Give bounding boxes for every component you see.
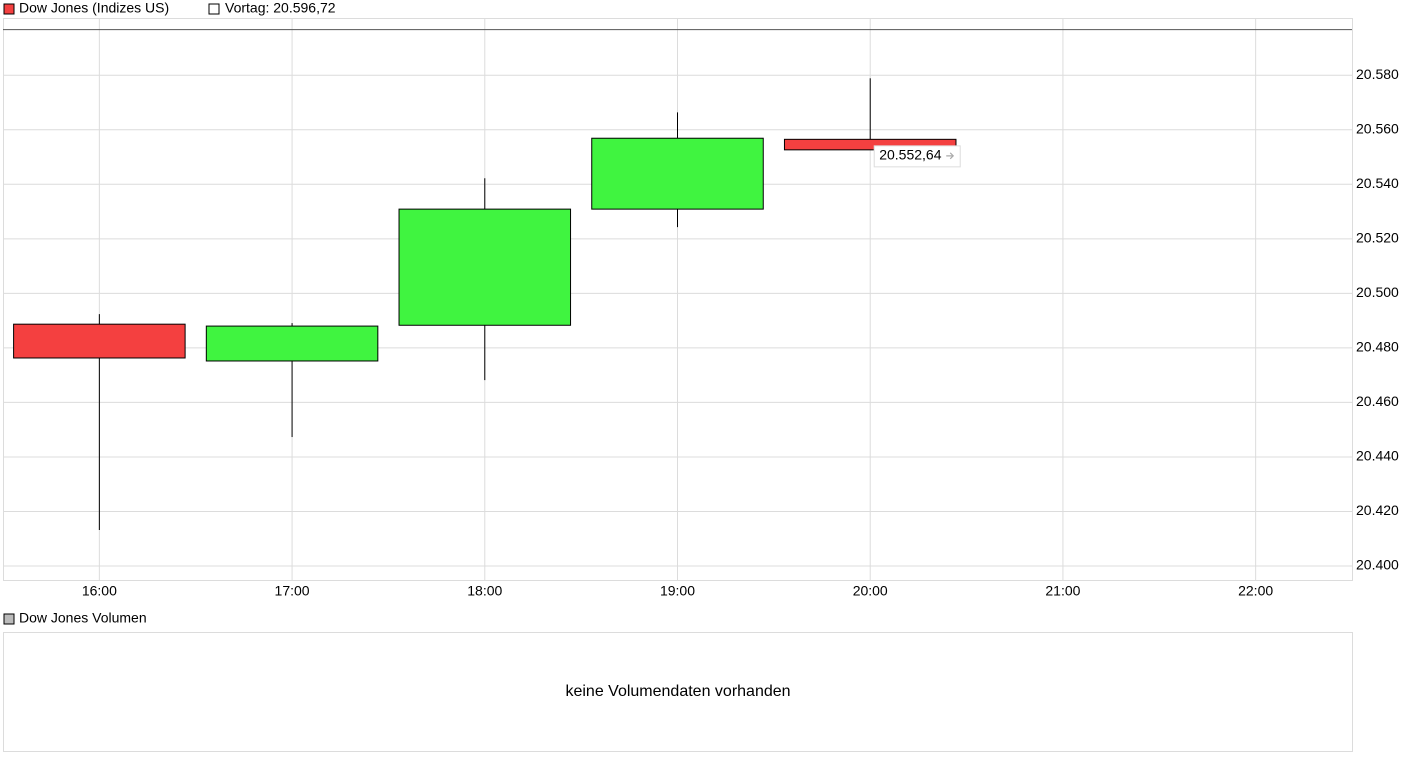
legend-swatch [3,613,15,625]
arrow-icon [946,152,955,160]
y-tick-label: 20.460 [1356,393,1399,409]
x-tick-label: 21:00 [1045,583,1080,599]
volume-title: Dow Jones Volumen [19,610,147,626]
y-tick-label: 20.480 [1356,339,1399,355]
candle-body [591,137,764,210]
y-tick-label: 20.420 [1356,502,1399,518]
y-tick-label: 20.440 [1356,448,1399,464]
legend-swatch [3,3,15,15]
last-price-label: 20.552,64 [879,147,941,163]
x-tick-label: 19:00 [660,583,695,599]
last-price-box [873,145,961,168]
y-tick-label: 20.400 [1356,557,1399,573]
y-tick-label: 20.580 [1356,66,1399,82]
legend-swatch [208,3,220,15]
candle-body [783,138,957,151]
y-tick-label: 20.500 [1356,284,1399,300]
y-tick-label: 20.540 [1356,175,1399,191]
volume-frame [3,632,1353,752]
x-tick-label: 17:00 [275,583,310,599]
legend-label: Dow Jones (Indizes US) [19,0,169,16]
candle-body [205,325,379,362]
legend-label: Vortag: 20.596,72 [225,0,336,16]
y-tick-label: 20.520 [1356,230,1399,246]
x-tick-label: 22:00 [1238,583,1273,599]
volume-message: keine Volumendaten vorhanden [565,683,790,700]
x-tick-label: 16:00 [82,583,117,599]
x-tick-label: 20:00 [853,583,888,599]
y-tick-label: 20.560 [1356,120,1399,136]
candle-body [13,323,186,359]
candle-body [398,208,572,326]
x-tick-label: 18:00 [467,583,502,599]
